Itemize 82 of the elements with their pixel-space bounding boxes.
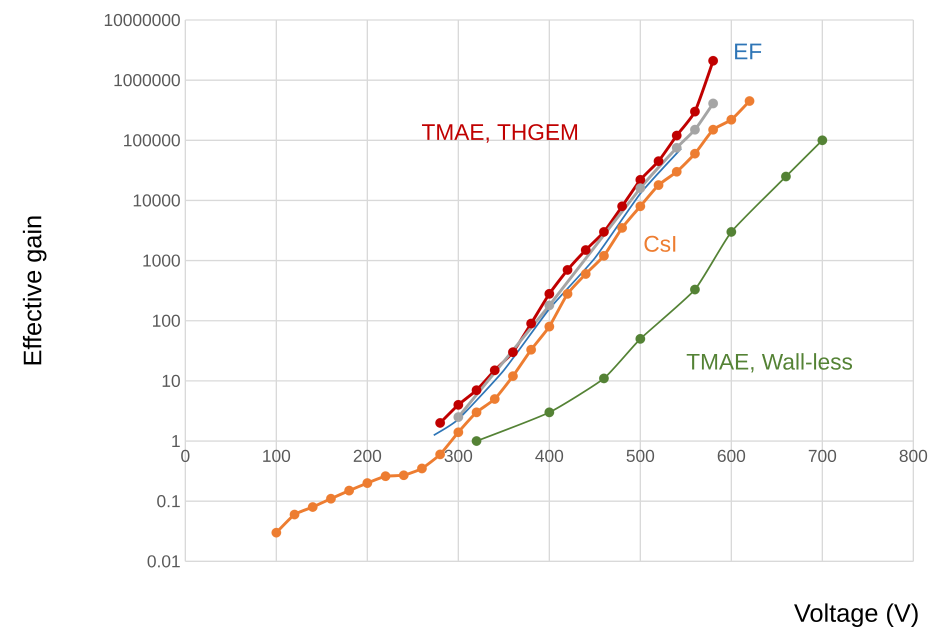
point <box>708 56 718 66</box>
point <box>472 407 482 418</box>
point <box>672 142 682 153</box>
point <box>562 288 572 299</box>
y-tick-label: 10 <box>162 374 180 388</box>
point <box>453 412 464 422</box>
point <box>271 528 282 538</box>
point <box>672 130 682 140</box>
point <box>398 470 409 480</box>
point <box>580 245 591 255</box>
point <box>690 284 700 294</box>
point <box>708 98 718 108</box>
point <box>544 288 554 299</box>
y-tick-label: 0.1 <box>157 495 180 508</box>
point <box>690 106 700 116</box>
y-tick-label: 100 <box>153 314 180 327</box>
point <box>380 471 390 482</box>
point <box>490 394 500 404</box>
point <box>472 436 482 446</box>
point <box>580 269 591 279</box>
point <box>490 365 500 376</box>
x-tick-label: 800 <box>900 450 928 462</box>
point <box>690 124 700 135</box>
y-tick-label: 100000 <box>124 134 180 146</box>
point <box>635 201 646 212</box>
y-tick-label: 1 <box>172 435 180 447</box>
point <box>508 371 518 381</box>
x-tick-label: 500 <box>626 450 654 462</box>
point <box>690 148 700 159</box>
x-tick-label: 0 <box>181 450 190 462</box>
y-tick-label: 0.01 <box>148 555 180 568</box>
series-label: CsI <box>644 236 676 252</box>
series-label: TMAE, Wall-less <box>686 353 852 372</box>
point <box>435 450 445 460</box>
point <box>599 227 609 237</box>
point <box>781 172 791 182</box>
x-tick-label: 100 <box>263 450 290 462</box>
y-tick-label: 1000000 <box>114 74 180 86</box>
point <box>344 486 354 496</box>
point <box>526 318 536 328</box>
point <box>726 114 736 125</box>
point <box>744 96 754 106</box>
y-tick-label: 10000000 <box>104 14 180 26</box>
point <box>817 135 828 146</box>
y-tick-label: 1000 <box>143 254 180 267</box>
x-tick-label: 200 <box>354 450 382 462</box>
point <box>562 265 572 275</box>
x-tick-label: 600 <box>718 450 746 462</box>
x-tick-label: 400 <box>535 450 564 462</box>
point <box>544 322 554 332</box>
point <box>708 124 718 135</box>
point <box>617 223 628 233</box>
point <box>599 374 609 384</box>
point <box>544 300 554 310</box>
point <box>544 407 554 418</box>
point <box>308 502 318 512</box>
point <box>654 180 664 190</box>
point <box>635 174 646 185</box>
point <box>453 400 464 410</box>
point <box>526 344 536 355</box>
point <box>599 250 609 261</box>
point <box>362 478 372 488</box>
x-axis-title: Voltage (V) <box>794 603 918 627</box>
y-axis-title: Effective gain <box>22 216 46 364</box>
point <box>654 156 664 166</box>
text: TMAE, THGEM <box>422 124 578 143</box>
point <box>472 385 482 396</box>
point <box>508 347 518 358</box>
point <box>435 418 445 428</box>
point <box>726 227 736 237</box>
point <box>326 494 336 504</box>
point <box>453 427 464 438</box>
x-tick-label: 300 <box>444 450 472 462</box>
y-tick-label: 10000 <box>134 194 180 207</box>
point <box>635 334 646 344</box>
point <box>417 464 427 474</box>
point <box>672 166 682 177</box>
point <box>635 183 646 194</box>
x-tick-label: 700 <box>808 450 836 462</box>
point <box>290 510 300 520</box>
text: EF <box>735 44 762 60</box>
point <box>617 201 628 212</box>
